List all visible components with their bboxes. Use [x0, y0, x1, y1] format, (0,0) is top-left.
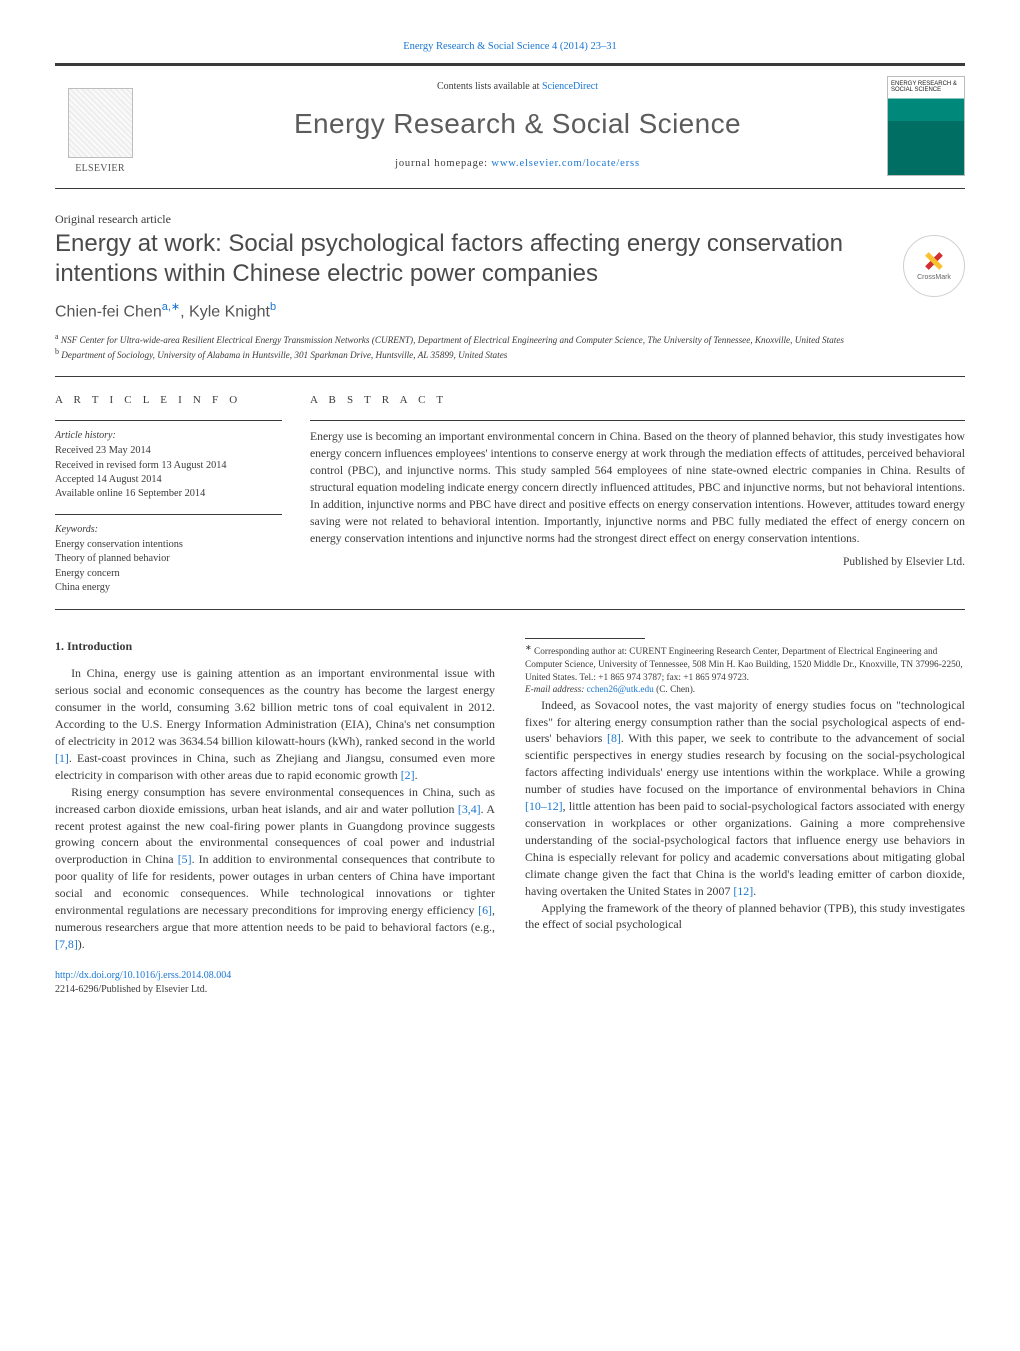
published-by: Published by Elsevier Ltd. [310, 554, 965, 570]
elsevier-tree-icon [68, 88, 133, 158]
contents-available: Contents lists available at ScienceDirec… [160, 80, 875, 94]
rule [55, 376, 965, 377]
issn-line: 2214-6296/Published by Elsevier Ltd. [55, 984, 207, 995]
keyword-2: Energy concern [55, 567, 282, 581]
author-2-sup: b [270, 301, 276, 313]
affiliation-b: b Department of Sociology, University of… [55, 347, 965, 361]
author-2: Kyle Knight [189, 303, 270, 320]
rule [55, 609, 965, 610]
history-line-0: Received 23 May 2014 [55, 444, 282, 458]
running-citation-link[interactable]: Energy Research & Social Science 4 (2014… [403, 41, 617, 52]
keyword-3: China energy [55, 581, 282, 595]
p2e: ). [78, 937, 85, 951]
ref-1[interactable]: [1] [55, 751, 69, 765]
article-info-block: A R T I C L E I N F O Article history: R… [55, 393, 965, 596]
ref-2[interactable]: [2] [401, 768, 415, 782]
keyword-0: Energy conservation intentions [55, 538, 282, 552]
para-4: Applying the framework of the theory of … [525, 900, 965, 934]
history-head: Article history: [55, 429, 282, 443]
authors: Chien-fei Chena,∗, Kyle Knightb [55, 300, 965, 324]
rule [55, 420, 282, 421]
masthead: ELSEVIER Contents lists available at Sci… [55, 63, 965, 189]
homepage-link[interactable]: www.elsevier.com/locate/erss [491, 158, 640, 169]
corr-text: Corresponding author at: CURENT Engineer… [525, 647, 963, 682]
crossmark-icon [924, 251, 944, 271]
ref-5[interactable]: [5] [178, 852, 192, 866]
corr-email-link[interactable]: cchen26@utk.edu [587, 685, 654, 695]
crossmark-badge[interactable]: CrossMark [903, 235, 965, 297]
article-type: Original research article [55, 211, 965, 228]
author-sep: , [180, 303, 189, 320]
running-citation: Energy Research & Social Science 4 (2014… [55, 40, 965, 55]
para-2: Rising energy consumption has severe env… [55, 784, 495, 953]
article-title: Energy at work: Social psychological fac… [55, 229, 881, 288]
ref-7-8[interactable]: [7,8] [55, 937, 78, 951]
keyword-1: Theory of planned behavior [55, 552, 282, 566]
p1c: . [415, 768, 418, 782]
homepage-label: journal homepage: [395, 158, 491, 169]
publisher-name: ELSEVIER [75, 162, 125, 176]
publisher-logo: ELSEVIER [55, 76, 145, 176]
affil-b-sup: b [55, 347, 59, 356]
abstract-text: Energy use is becoming an important envi… [310, 429, 965, 548]
doi-link[interactable]: http://dx.doi.org/10.1016/j.erss.2014.08… [55, 970, 231, 981]
crossmark-label: CrossMark [917, 273, 951, 283]
email-suffix: (C. Chen). [654, 685, 695, 695]
p3d: . [753, 884, 756, 898]
affiliation-a: a NSF Center for Ultra-wide-area Resilie… [55, 332, 965, 346]
section-1-head: 1. Introduction [55, 638, 495, 655]
footnote-rule [525, 638, 645, 639]
ref-8[interactable]: [8] [607, 731, 621, 745]
p4: Applying the framework of the theory of … [525, 901, 965, 932]
ref-10-12[interactable]: [10–12] [525, 799, 563, 813]
history-line-3: Available online 16 September 2014 [55, 487, 282, 501]
ref-12[interactable]: [12] [733, 884, 753, 898]
rule [55, 514, 282, 515]
article-info-head: A R T I C L E I N F O [55, 393, 282, 408]
para-3: Indeed, as Sovacool notes, the vast majo… [525, 697, 965, 900]
para-1: In China, energy use is gaining attentio… [55, 665, 495, 783]
keywords-head: Keywords: [55, 523, 282, 537]
history-line-2: Accepted 14 August 2014 [55, 473, 282, 487]
doi-block: http://dx.doi.org/10.1016/j.erss.2014.08… [55, 969, 965, 997]
ref-3-4[interactable]: [3,4] [458, 802, 481, 816]
contents-pre: Contents lists available at [437, 81, 542, 92]
corresponding-footnote: ∗ Corresponding author at: CURENT Engine… [525, 643, 965, 696]
corr-marker: ∗ [525, 643, 532, 652]
journal-homepage: journal homepage: www.elsevier.com/locat… [160, 157, 875, 172]
email-label: E-mail address: [525, 685, 587, 695]
affil-b-text: Department of Sociology, University of A… [61, 350, 507, 360]
cover-label: ENERGY RESEARCH & SOCIAL SCIENCE [891, 81, 961, 94]
ref-6[interactable]: [6] [478, 903, 492, 917]
p2a: Rising energy consumption has severe env… [55, 785, 495, 816]
history-line-1: Received in revised form 13 August 2014 [55, 459, 282, 473]
body-columns: 1. Introduction In China, energy use is … [55, 638, 965, 952]
abstract-head: A B S T R A C T [310, 393, 965, 408]
journal-title: Energy Research & Social Science [160, 104, 875, 143]
author-1: Chien-fei Chen [55, 303, 162, 320]
affil-a-sup: a [55, 332, 59, 341]
affil-a-text: NSF Center for Ultra-wide-area Resilient… [61, 335, 844, 345]
rule [310, 420, 965, 421]
sciencedirect-link[interactable]: ScienceDirect [542, 81, 598, 92]
p1a: In China, energy use is gaining attentio… [55, 666, 495, 748]
journal-cover-icon: ENERGY RESEARCH & SOCIAL SCIENCE [887, 76, 965, 176]
p1b: . East-coast provinces in China, such as… [55, 751, 495, 782]
author-1-sup: a,∗ [162, 301, 180, 313]
